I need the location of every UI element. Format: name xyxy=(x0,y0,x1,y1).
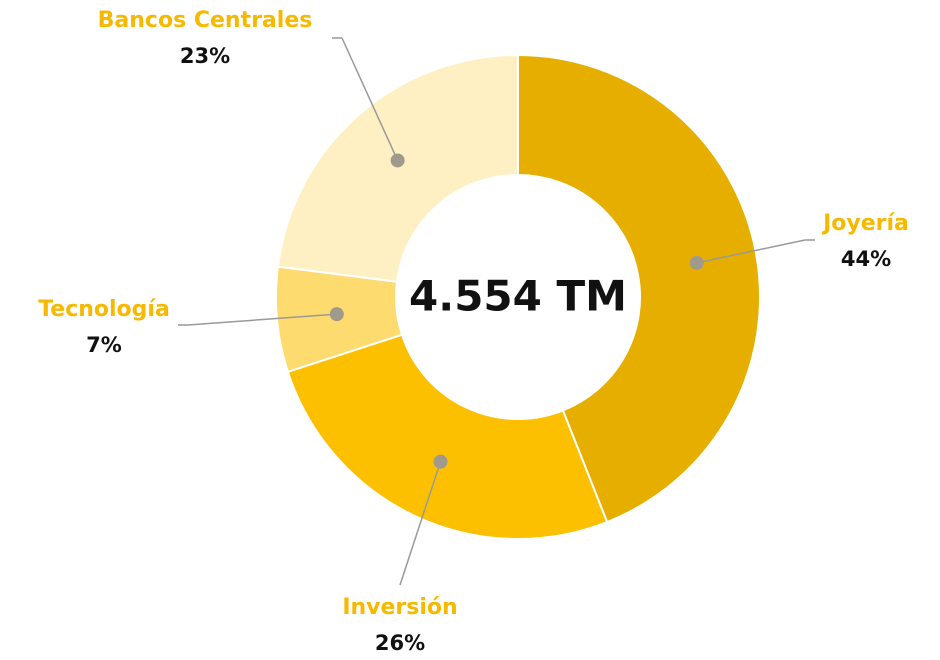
value-label: 26% xyxy=(375,631,425,655)
slice-label: Inversión xyxy=(342,595,457,620)
leader-dot xyxy=(329,307,344,322)
center-label: 4.554 TM xyxy=(409,272,627,321)
slice xyxy=(276,53,519,283)
leader-dot xyxy=(433,454,448,469)
slice-label: Bancos Centrales xyxy=(98,8,313,33)
leader-dot xyxy=(390,153,405,168)
leader-line xyxy=(696,239,806,264)
slice-label: Joyería xyxy=(821,211,909,236)
leader-dot xyxy=(689,255,704,270)
slice xyxy=(286,333,609,540)
slice xyxy=(517,53,761,524)
labels: Joyería 44% Inversión 26% Tecnología 7% Bancos… xyxy=(38,8,909,655)
value-label: 44% xyxy=(841,247,891,271)
leader-line xyxy=(187,313,337,326)
leader-line xyxy=(399,461,442,586)
value-label: 7% xyxy=(86,333,122,357)
leader-line xyxy=(341,37,399,161)
slice-label: Tecnología xyxy=(38,297,170,322)
value-label: 23% xyxy=(180,44,230,68)
